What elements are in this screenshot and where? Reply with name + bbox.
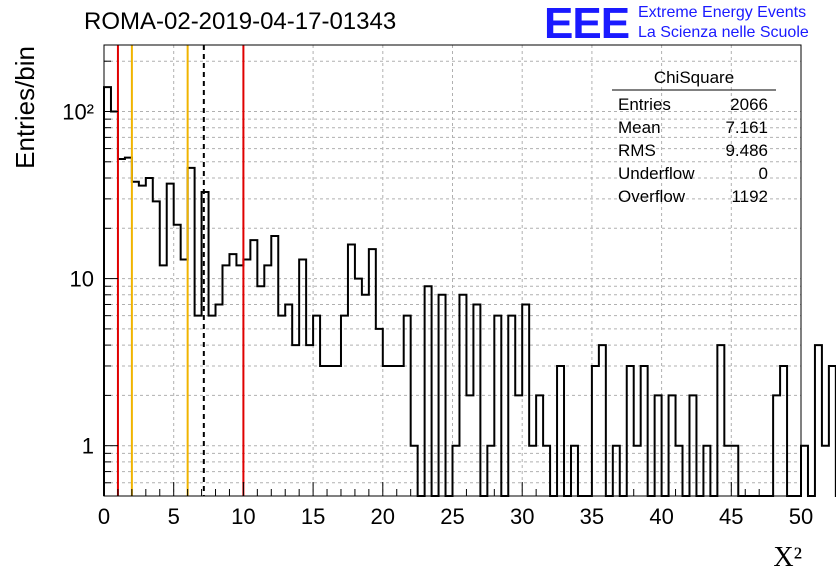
stats-label-underflow: Underflow — [618, 164, 695, 183]
logo-caption-line2: La Scienza nelle Scuole — [638, 24, 809, 41]
x-tick-label: 40 — [649, 504, 673, 529]
stats-value-entries: 2066 — [730, 95, 768, 114]
eee-logo: EEE — [544, 0, 630, 48]
stats-box-title: ChiSquare — [654, 68, 734, 87]
histogram-series — [103, 86, 836, 497]
axis-ticks: 0 5 10 15 20 25 30 35 40 45 50 1 10 10² — [62, 60, 813, 529]
x-tick-label: 45 — [719, 504, 743, 529]
y-tick-label: 10² — [62, 99, 94, 124]
stats-value-underflow: 0 — [759, 164, 768, 183]
y-axis-title: Entries/bin — [10, 46, 40, 169]
stats-label-rms: RMS — [618, 141, 656, 160]
x-tick-label: 35 — [580, 504, 604, 529]
x-tick-label: 50 — [789, 504, 813, 529]
stats-label-overflow: Overflow — [618, 187, 686, 206]
x-tick-label: 15 — [301, 504, 325, 529]
stats-value-mean: 7.161 — [725, 118, 768, 137]
x-tick-label: 5 — [168, 504, 180, 529]
chart-title: ROMA-02-2019-04-17-01343 — [84, 8, 397, 35]
stats-label-entries: Entries — [618, 95, 671, 114]
x-axis-title: X² — [773, 542, 802, 572]
marker-lines — [116, 45, 245, 496]
x-tick-label: 0 — [98, 504, 110, 529]
stats-value-rms: 9.486 — [725, 141, 768, 160]
x-tick-label: 30 — [510, 504, 534, 529]
grid — [104, 45, 801, 497]
stats-label-mean: Mean — [618, 118, 661, 137]
stats-value-overflow: 1192 — [731, 187, 768, 206]
x-tick-label: 25 — [440, 504, 464, 529]
histogram-outline — [103, 86, 836, 497]
logo-caption-line1: Extreme Energy Events — [638, 4, 807, 21]
y-tick-label: 1 — [82, 434, 94, 459]
y-tick-label: 10 — [70, 267, 94, 292]
x-tick-label: 20 — [371, 504, 395, 529]
x-tick-label: 10 — [231, 504, 255, 529]
stats-box: ChiSquare Entries 2066 Mean 7.161 RMS 9.… — [612, 68, 776, 206]
